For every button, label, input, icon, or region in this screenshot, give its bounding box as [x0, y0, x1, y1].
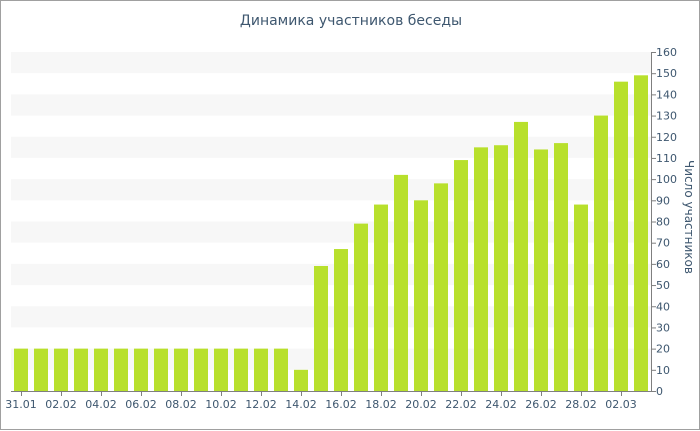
bar-05.02: [114, 348, 128, 391]
bar-02.03: [614, 81, 628, 391]
x-tick-label: 02.02: [45, 398, 77, 411]
bar-25.02: [514, 121, 528, 391]
bar-17.02: [354, 223, 368, 391]
grid-band: [11, 306, 651, 328]
y-tick-label: 50: [656, 279, 670, 292]
x-tick-label: 28.02: [565, 398, 597, 411]
x-tick-label: 31.01: [5, 398, 37, 411]
bar-22.02: [454, 160, 468, 391]
chart-title: Динамика участников беседы: [239, 13, 463, 29]
y-tick-label: 90: [656, 194, 670, 207]
bar-04.02: [94, 348, 108, 391]
y-tick-label: 150: [656, 67, 677, 80]
bar-series: [14, 75, 648, 392]
x-tick-label: 18.02: [365, 398, 397, 411]
y-tick-label: 160: [656, 46, 677, 59]
x-tick-label: 14.02: [285, 398, 317, 411]
x-tick-label: 10.02: [205, 398, 237, 411]
y-tick-label: 70: [656, 237, 670, 250]
y-tick-label: 20: [656, 343, 670, 356]
bar-19.02: [394, 174, 408, 391]
y-tick-label: 80: [656, 216, 670, 229]
y-tick-label: 120: [656, 131, 677, 144]
grid-band: [11, 263, 651, 286]
grid-band: [11, 221, 651, 243]
y-axis-title: Число участников: [682, 160, 696, 274]
grid-band: [11, 52, 651, 74]
y-tick-label: 0: [656, 385, 663, 398]
x-tick-label: 26.02: [525, 398, 557, 411]
y-tick-label: 130: [656, 110, 677, 123]
y-tick-label: 60: [656, 258, 670, 271]
bar-11.02: [234, 348, 248, 391]
bar-12.02: [254, 348, 268, 391]
bar-07.02: [154, 348, 168, 391]
bar-26.02: [534, 149, 548, 391]
bar-10.02: [214, 348, 228, 391]
bar-23.02: [474, 147, 488, 391]
bar-13.02: [274, 348, 288, 391]
bar-06.02: [134, 348, 148, 391]
bar-24.02: [494, 145, 508, 391]
bar-09.02: [194, 348, 208, 391]
bar-21.02: [434, 183, 448, 391]
bar-20.02: [414, 200, 428, 391]
x-tick-label: 16.02: [325, 398, 357, 411]
x-tick-label: 12.02: [245, 398, 277, 411]
bar-03.03: [634, 75, 648, 392]
grid-band: [11, 179, 651, 201]
y-tick-label: 110: [656, 152, 677, 165]
bar-28.02: [574, 204, 588, 391]
bar-15.02: [314, 265, 328, 391]
grid-band: [11, 348, 651, 370]
bar-18.02: [374, 204, 388, 391]
grid-bands: [11, 52, 651, 370]
bar-01.02: [34, 348, 48, 391]
bar-16.02: [334, 249, 348, 391]
bar-01.03: [594, 115, 608, 391]
bar-14.02: [294, 369, 308, 391]
y-tick-label: 30: [656, 321, 670, 334]
y-tick-label: 40: [656, 300, 670, 313]
x-tick-label: 24.02: [485, 398, 517, 411]
y-tick-label: 140: [656, 88, 677, 101]
y-tick-label: 10: [656, 364, 670, 377]
bar-02.02: [54, 348, 68, 391]
bar-08.02: [174, 348, 188, 391]
x-tick-labels: 31.01 02.02 04.02 06.02 08.02 10.02 12.02 14.02…: [5, 391, 637, 411]
x-tick-label: 22.02: [445, 398, 477, 411]
x-tick-label: 04.02: [85, 398, 117, 411]
bar-31.01: [14, 348, 28, 391]
y-tick-labels: 0 10 20 30 40 50 60 70 80 90 100 110 120 130 140 150 160: [651, 46, 677, 398]
grid-band: [11, 136, 651, 158]
bar-03.02: [74, 348, 88, 391]
y-tick-label: 100: [656, 173, 677, 186]
x-tick-label: 02.03: [605, 398, 637, 411]
x-tick-label: 20.02: [405, 398, 437, 411]
bar-27.02: [554, 143, 568, 391]
grid-band: [11, 94, 651, 116]
x-tick-label: 06.02: [125, 398, 157, 411]
x-tick-label: 08.02: [165, 398, 197, 411]
